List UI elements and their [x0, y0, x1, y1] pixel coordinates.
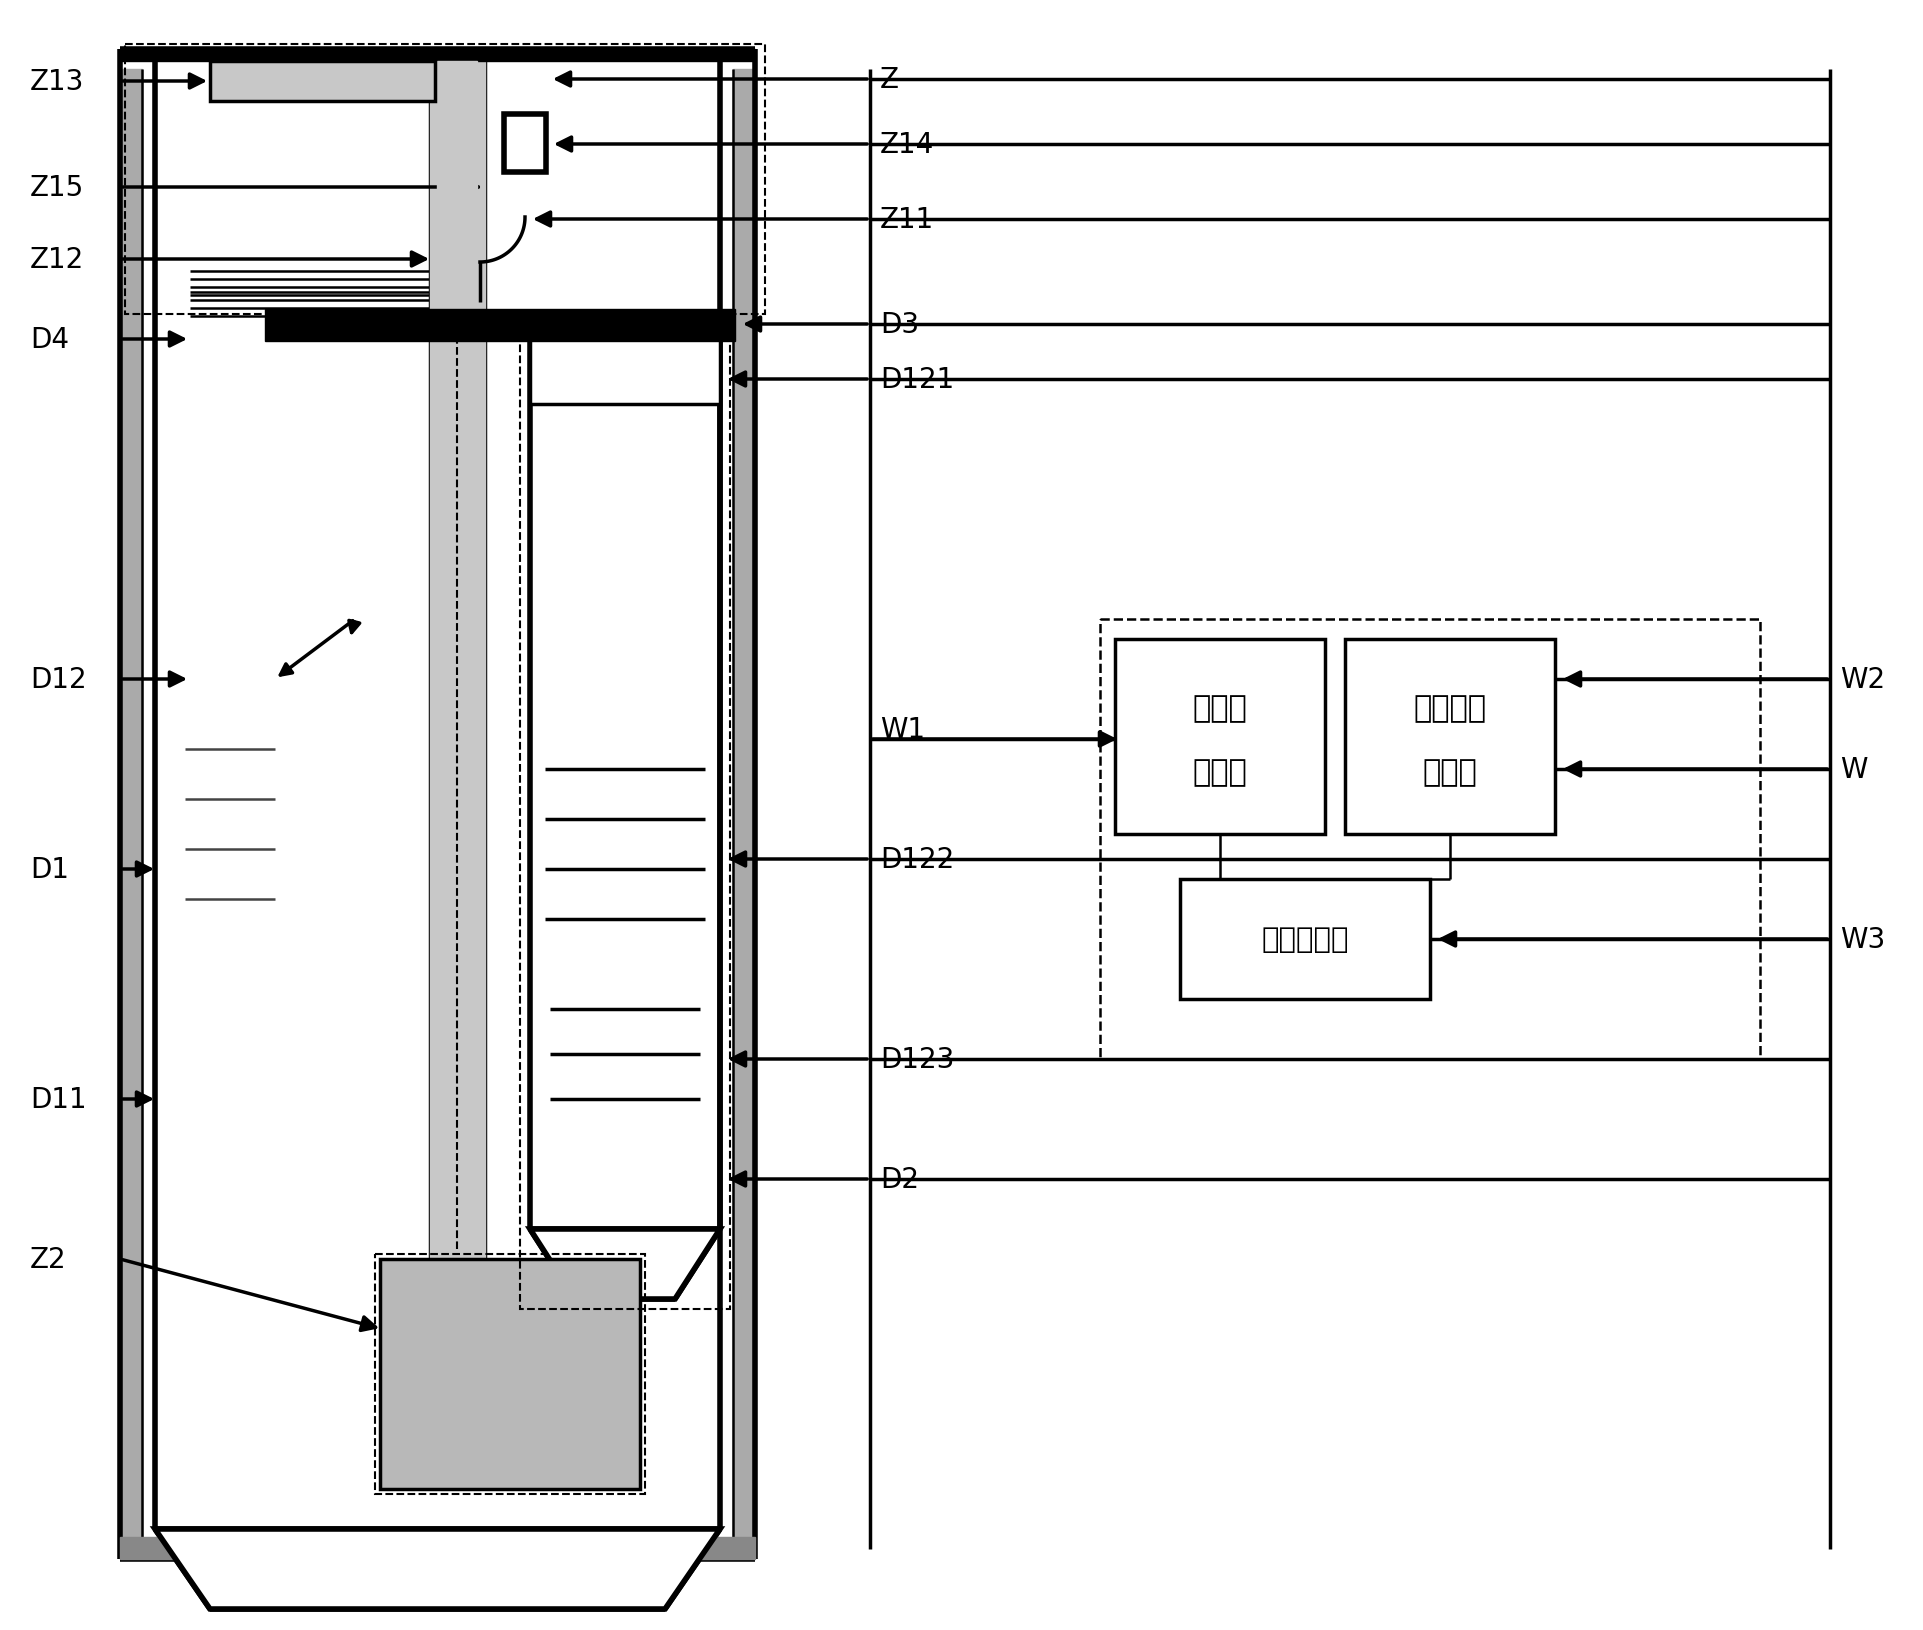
Bar — [381, 1260, 640, 1490]
Polygon shape — [265, 310, 735, 342]
Text: Z13: Z13 — [31, 68, 85, 96]
Bar — [210, 62, 435, 103]
Text: D122: D122 — [881, 846, 954, 874]
Text: 高精度: 高精度 — [1192, 693, 1248, 722]
Text: Z15: Z15 — [31, 174, 85, 202]
Text: D121: D121 — [881, 365, 954, 394]
Text: D11: D11 — [31, 1086, 87, 1113]
Text: Z: Z — [881, 65, 898, 95]
Polygon shape — [381, 1260, 640, 1490]
Text: D1: D1 — [31, 856, 69, 883]
Polygon shape — [531, 1229, 719, 1299]
Text: Z2: Z2 — [31, 1245, 67, 1273]
Text: D4: D4 — [31, 326, 69, 354]
Bar — [125, 46, 765, 315]
Text: D2: D2 — [881, 1165, 919, 1193]
Text: W1: W1 — [881, 716, 925, 743]
Bar — [519, 334, 731, 1309]
Text: D123: D123 — [881, 1045, 954, 1073]
Text: 控制仪: 控制仪 — [1423, 758, 1477, 787]
Bar — [1344, 639, 1556, 835]
Bar — [1100, 619, 1760, 1060]
Text: 电压表: 电压表 — [1192, 758, 1248, 787]
Polygon shape — [437, 62, 477, 310]
Polygon shape — [733, 70, 756, 1537]
Bar — [1115, 639, 1325, 835]
Text: Z12: Z12 — [31, 246, 85, 274]
Text: 温度测量: 温度测量 — [1413, 693, 1486, 722]
Polygon shape — [431, 62, 485, 1260]
Polygon shape — [119, 70, 142, 1537]
Polygon shape — [119, 51, 756, 62]
Bar — [375, 1253, 644, 1495]
Text: D3: D3 — [881, 311, 919, 339]
Bar — [504, 116, 546, 173]
Text: W3: W3 — [1840, 926, 1885, 954]
Text: Z11: Z11 — [881, 205, 935, 233]
Polygon shape — [210, 62, 435, 103]
Polygon shape — [119, 1537, 756, 1558]
Polygon shape — [504, 116, 546, 173]
Bar — [531, 339, 719, 404]
Text: 主控计算机: 主控计算机 — [1261, 926, 1348, 954]
Text: W2: W2 — [1840, 665, 1885, 694]
Polygon shape — [156, 1529, 719, 1609]
Text: Z14: Z14 — [881, 130, 935, 158]
Bar — [1181, 880, 1431, 999]
Text: D12: D12 — [31, 665, 87, 694]
Text: W: W — [1840, 756, 1867, 784]
